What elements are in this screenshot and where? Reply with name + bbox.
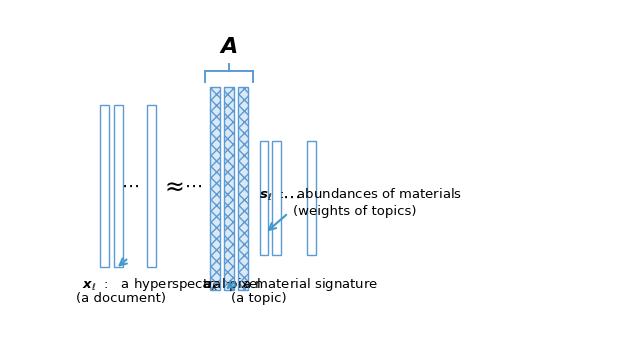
Text: $\cdots$: $\cdots$ [120,177,139,195]
Text: $\approx$: $\approx$ [160,174,184,198]
Text: $\boldsymbol{x}_\ell$  :   a hyperspectral pixel: $\boldsymbol{x}_\ell$ : a hyperspectral … [83,276,262,293]
Bar [237,87,248,290]
Bar [273,141,282,255]
Text: $\cdots$: $\cdots$ [184,177,202,195]
Bar [260,141,269,255]
Bar [100,105,109,267]
Text: $\boldsymbol{a}_k$  :   a material signature: $\boldsymbol{a}_k$ : a material signatur… [202,276,378,293]
Bar [224,87,234,290]
Text: (weights of topics): (weights of topics) [293,205,417,218]
Bar [114,105,123,267]
Text: (a topic): (a topic) [231,292,286,305]
Bar [307,141,316,255]
Text: $\cdots$: $\cdots$ [282,188,300,206]
Text: (a document): (a document) [76,292,166,305]
Text: $\boldsymbol{s}_\ell$  :   abundances of materials: $\boldsymbol{s}_\ell$ : abundances of ma… [259,187,461,203]
Bar [147,105,156,267]
Text: $\boldsymbol{A}$: $\boldsymbol{A}$ [220,37,238,57]
Bar [210,87,220,290]
